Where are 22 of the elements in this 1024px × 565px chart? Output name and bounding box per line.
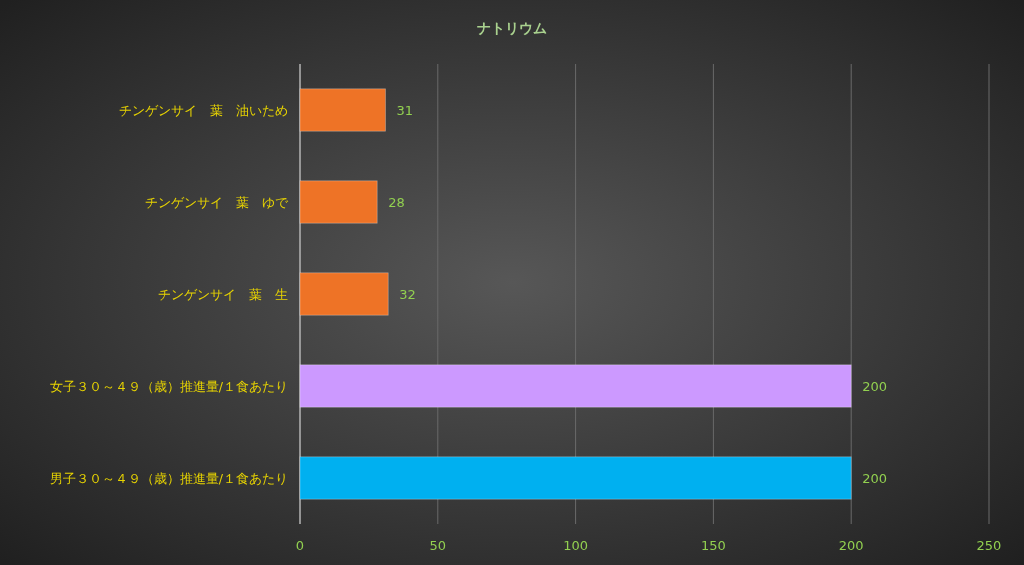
y-tick-label: 男子３０～４９（歳）推進量/１食あたり	[49, 471, 288, 486]
x-tick-label: 200	[838, 538, 864, 553]
y-tick-label: チンゲンサイ 葉 ゆで	[145, 195, 289, 210]
x-tick-label: 150	[700, 538, 726, 553]
y-tick-label: 女子３０～４９（歳）推進量/１食あたり	[49, 379, 288, 394]
chart-title: ナトリウム	[477, 20, 547, 36]
x-tick-label: 50	[429, 538, 447, 553]
bar	[299, 364, 852, 408]
data-label: 200	[862, 379, 888, 394]
y-tick-label: チンゲンサイ 葉 油いため	[119, 103, 288, 118]
x-tick-label: 250	[976, 538, 1002, 553]
bar	[299, 272, 389, 316]
x-tick-label: 100	[563, 538, 589, 553]
data-label: 32	[399, 287, 416, 302]
y-tick-label: チンゲンサイ 葉 生	[158, 287, 288, 302]
data-label: 31	[396, 103, 413, 118]
bar	[299, 456, 852, 500]
data-label: 200	[862, 471, 888, 486]
data-label: 28	[388, 195, 405, 210]
bar	[299, 88, 386, 132]
x-tick-label: 0	[295, 538, 305, 553]
bar	[299, 180, 378, 224]
